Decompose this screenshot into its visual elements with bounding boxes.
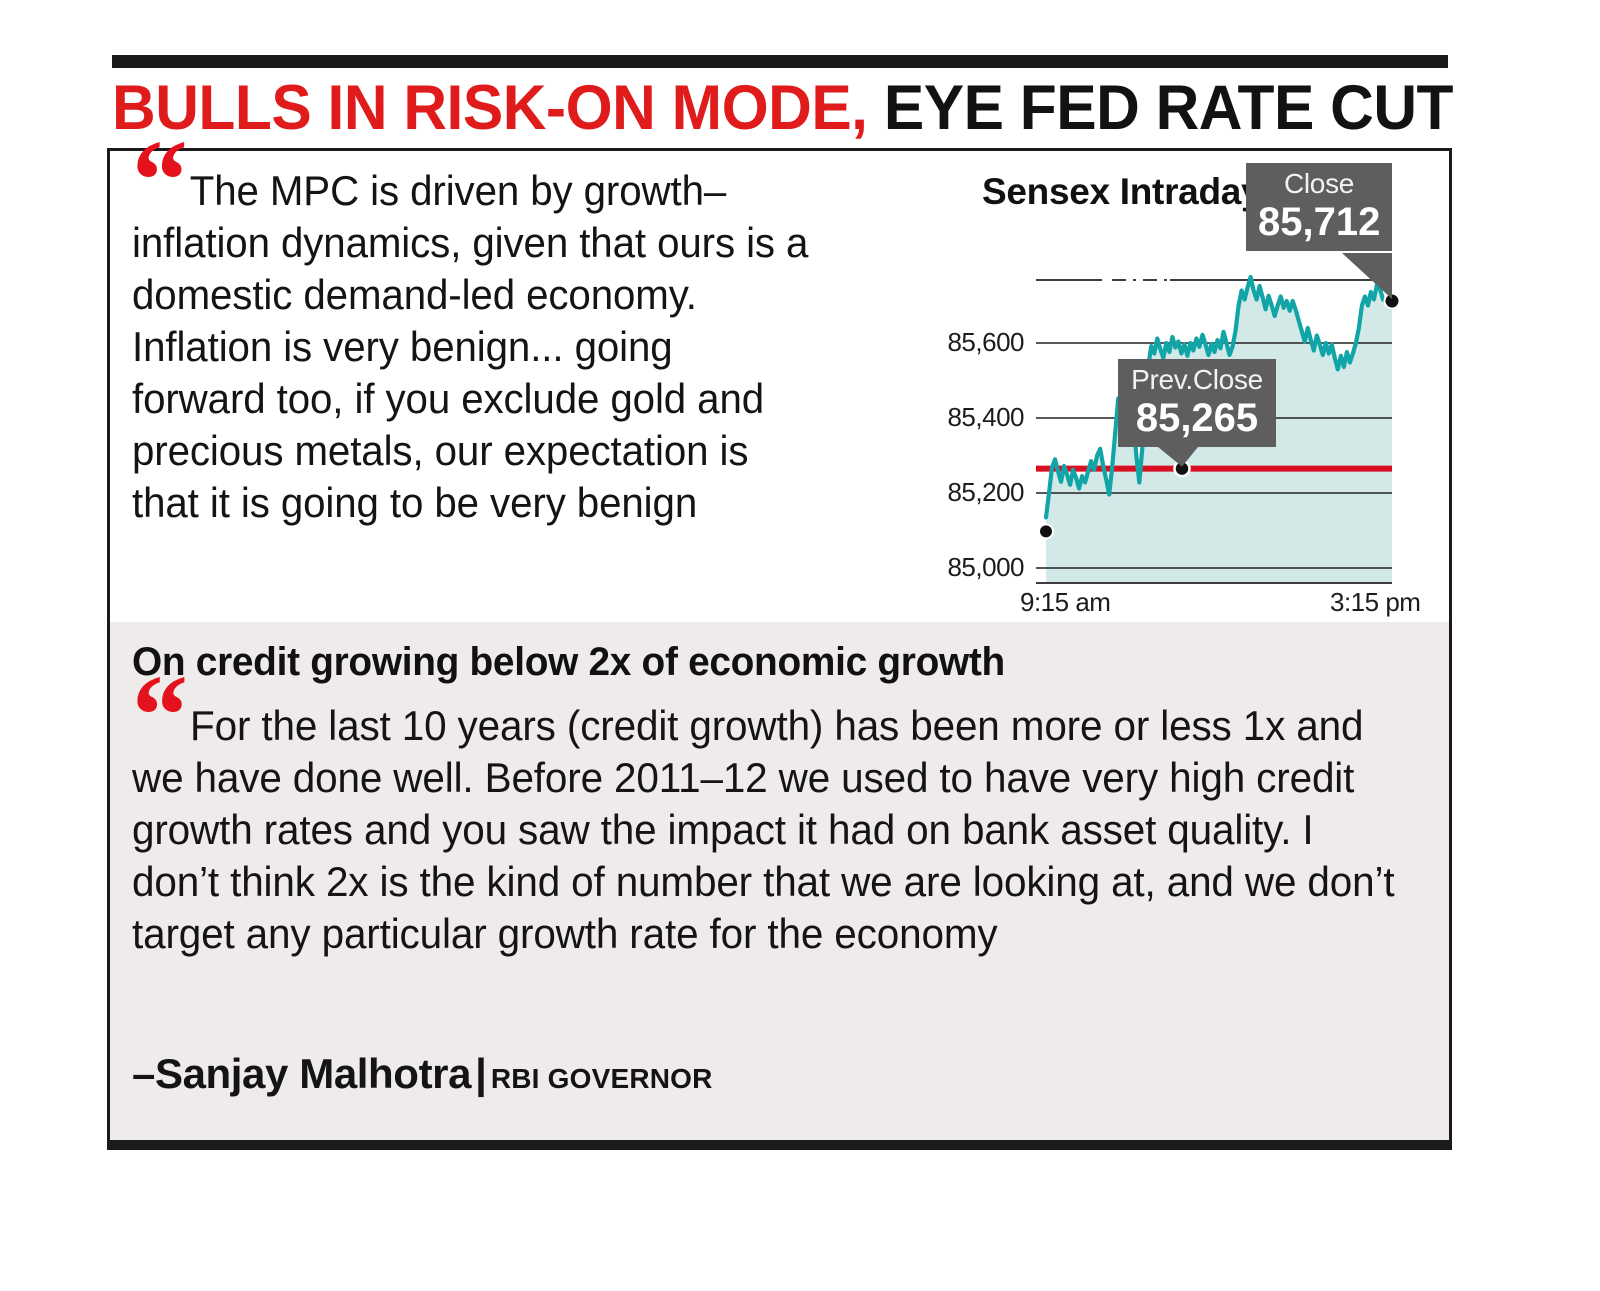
headline-black-part: EYE FED RATE CUT (867, 73, 1454, 143)
quote-one-text-wrap: “The MPC is driven by growth–inflation d… (132, 117, 809, 526)
bottom-rule-divider (107, 1140, 1452, 1150)
prev-close-callout: Prev.Close 85,265 (1118, 359, 1276, 447)
sensex-intraday-chart: Sensex Intraday (872, 163, 1432, 618)
lower-section: On credit growing below 2x of economic g… (110, 622, 1449, 1146)
attribution-separator: | (475, 1050, 487, 1097)
attribution-role: RBI GOVERNOR (490, 1063, 713, 1094)
close-callout-pointer (1342, 253, 1392, 299)
quote-block-two: “For the last 10 years (credit growth) h… (132, 652, 1427, 960)
y-axis-tick-85600: 85,600 (947, 327, 1024, 357)
attribution: –Sanjay Malhotra| RBI GOVERNOR (132, 1050, 713, 1098)
sensex-line-series (1043, 274, 1395, 520)
prev-close-callout-label: Prev.Close (1131, 364, 1263, 395)
attribution-name: –Sanjay Malhotra (132, 1050, 472, 1097)
quote-one-text: The MPC is driven by growth–inflation dy… (132, 167, 809, 526)
close-callout-label: Close (1283, 168, 1355, 199)
close-callout: Close 85,712 (1246, 163, 1392, 251)
x-axis-tick-end: 3:15 pm (1330, 587, 1421, 617)
quote-two-text: For the last 10 years (credit growth) ha… (132, 702, 1395, 957)
quote-block-one: “The MPC is driven by growth–inflation d… (132, 117, 832, 529)
chart-title: Sensex Intraday (982, 171, 1262, 212)
headline-red-part: BULLS IN RISK-ON MODE, (112, 73, 868, 143)
open-marker-dot (1038, 523, 1054, 540)
prev-close-callout-pointer (1158, 447, 1198, 467)
close-callout-value: 85,712 (1258, 200, 1381, 244)
y-axis-tick-85000: 85,000 (947, 552, 1024, 582)
headline: BULLS IN RISK-ON MODE, EYE FED RATE CUT (112, 72, 1453, 144)
y-axis-tick-85400: 85,400 (947, 402, 1024, 432)
upper-section: “The MPC is driven by growth–inflation d… (110, 117, 1449, 622)
content-frame: “The MPC is driven by growth–inflation d… (107, 117, 1452, 1146)
quote-two-text-wrap: “For the last 10 years (credit growth) h… (132, 652, 1395, 957)
top-rule-divider (112, 55, 1448, 68)
prev-close-callout-value: 85,265 (1135, 396, 1259, 440)
y-axis-tick-85200: 85,200 (947, 477, 1024, 507)
subheading: On credit growing below 2x of economic g… (132, 640, 1005, 684)
x-axis-tick-start: 9:15 am (1020, 587, 1111, 617)
